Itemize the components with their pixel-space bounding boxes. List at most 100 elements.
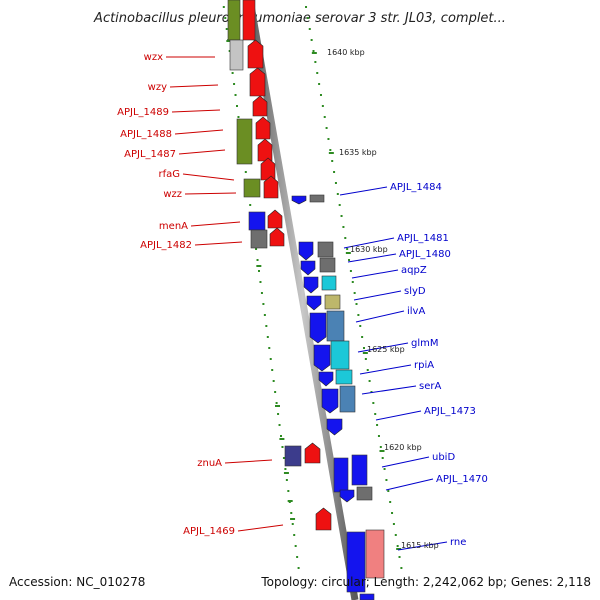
gene-label-apjl_1484: APJL_1484 [390, 182, 442, 193]
guide-dot [340, 215, 343, 217]
guide-dot [312, 50, 315, 52]
guide-dot [265, 325, 268, 327]
gene-box-olive [236, 118, 253, 165]
guide-dot [314, 61, 317, 63]
leader-line [169, 84, 219, 88]
guide-dot [377, 435, 380, 437]
guide-dot [231, 72, 234, 74]
guide-dot [344, 237, 347, 239]
gene-box-cyan [335, 369, 353, 385]
guide-dot [334, 182, 337, 184]
scale-tick [279, 438, 285, 440]
guide-dot [306, 17, 309, 19]
leader-line [351, 269, 399, 279]
gene-box-khaki [324, 294, 341, 310]
guide-dot [323, 116, 326, 118]
leader-line [397, 541, 448, 551]
guide-dot [385, 479, 388, 481]
leader-line [375, 410, 422, 421]
gene-box-cyan [321, 275, 337, 291]
guide-dot [379, 446, 382, 448]
guide-dot [277, 413, 280, 415]
gene-label-glmm: glmM [411, 338, 439, 349]
gene-label-wzz: wzz [163, 189, 182, 200]
guide-dot [234, 94, 237, 96]
guide-dot [297, 567, 300, 569]
gene-arrow-red [263, 175, 279, 199]
guide-dot [294, 545, 297, 547]
gene-arrow-blue [321, 388, 339, 414]
gene-label-slyd: slyD [404, 286, 426, 297]
gene-arrow-blue [309, 312, 327, 344]
guide-dot [224, 17, 227, 19]
scale-label-1630: 1630 kbp [350, 245, 388, 254]
gene-box-grey [356, 486, 373, 501]
scale-tick [311, 52, 317, 54]
leader-line [194, 241, 243, 246]
guide-dot [280, 435, 282, 437]
scale-label-1640: 1640 kbp [327, 48, 365, 57]
leader-line [224, 459, 273, 464]
gene-box-pink [365, 529, 385, 579]
gene-arrow-red [257, 138, 273, 162]
guide-dot [359, 325, 362, 327]
gene-arrow-red [315, 507, 332, 531]
leader-line [339, 186, 388, 196]
gene-label-apjl_1469: APJL_1469 [183, 526, 235, 537]
guide-dot [282, 457, 285, 459]
guide-dot [237, 116, 240, 118]
topology-text: Topology: circular; Length: 2,242,062 bp… [260, 575, 591, 589]
gene-box-blue [333, 457, 349, 493]
guide-dot [275, 402, 278, 404]
leader-line [171, 109, 221, 113]
guide-dot [263, 314, 266, 316]
guide-dot [268, 347, 271, 349]
guide-dot [396, 545, 399, 547]
gene-box-grey [309, 194, 325, 203]
guide-dot [236, 105, 238, 107]
scale-label-1620: 1620 kbp [384, 443, 422, 452]
guide-dot [222, 6, 225, 8]
guide-dot [349, 270, 352, 272]
gene-arrow-red [247, 39, 264, 69]
scale-label-1635: 1635 kbp [339, 148, 377, 157]
guide-dot [308, 28, 311, 30]
gene-box-olive [243, 178, 261, 198]
guide-dot [228, 50, 231, 52]
gene-label-apjl_1481: APJL_1481 [397, 233, 449, 244]
gene-box-cyan [330, 340, 350, 370]
guide-dot [258, 270, 260, 272]
guide-dot [259, 281, 262, 283]
guide-dot [348, 259, 351, 261]
gene-arrow-blue [306, 295, 322, 311]
guide-dot [366, 369, 369, 371]
gene-arrow-red [249, 67, 266, 97]
gene-label-apjl_1473: APJL_1473 [424, 406, 476, 417]
guide-dot [336, 193, 339, 195]
scale-tick [290, 518, 296, 520]
guide-dot [296, 556, 299, 558]
right-guide-dots [305, 6, 403, 569]
guide-dot [329, 149, 332, 151]
guide-dot [364, 358, 367, 360]
leader-line [357, 342, 409, 353]
guide-dot [353, 292, 356, 294]
gene-label-apjl_1480: APJL_1480 [399, 249, 451, 260]
gene-arrow-red [252, 95, 268, 117]
gene-label-rpia: rpiA [414, 360, 434, 371]
guide-dot [368, 380, 371, 382]
gene-label-aqpz: aqpZ [401, 265, 427, 276]
gene-arrow-red [304, 442, 321, 464]
guide-dot [394, 534, 397, 536]
scale-tick [362, 352, 368, 354]
gene-box-grey [250, 229, 268, 249]
guide-dot [278, 424, 281, 426]
gene-arrow-red [267, 209, 283, 229]
accession-text: Accession: NC_010278 [9, 575, 145, 589]
guide-dot [319, 94, 322, 96]
scale-tick [226, 40, 232, 42]
guide-dot [260, 292, 263, 294]
gene-arrow-blue [318, 371, 334, 387]
scale-tick [256, 265, 262, 267]
gene-label-rne: rne [450, 537, 466, 548]
